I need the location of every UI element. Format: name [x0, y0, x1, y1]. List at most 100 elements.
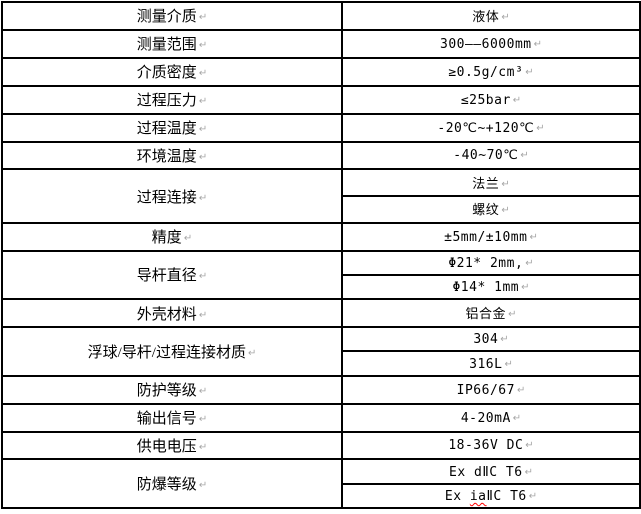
- value-process-temperature: -20℃~+120℃ ↵: [341, 112, 641, 143]
- value-text: -40~70℃: [453, 148, 519, 164]
- value-text: Φ21* 2mm,: [448, 255, 524, 271]
- paragraph-mark-icon: ↵: [528, 490, 538, 502]
- value-text: 304: [473, 332, 499, 348]
- value-text: 螺纹: [472, 203, 500, 219]
- paragraph-mark-icon: ↵: [524, 466, 533, 478]
- paragraph-mark-icon: ↵: [521, 282, 530, 294]
- paragraph-mark-icon: ↵: [198, 192, 208, 204]
- paragraph-mark-icon: ↵: [198, 309, 208, 321]
- value-text: 法兰: [472, 176, 500, 192]
- paragraph-mark-icon: ↵: [525, 440, 534, 452]
- value-process-pressure: ≤25bar ↵: [341, 84, 641, 115]
- paragraph-mark-icon: ↵: [501, 205, 510, 217]
- value-process-connection-thread: 螺纹 ↵: [341, 195, 641, 224]
- label-text: 防爆等级: [136, 477, 197, 494]
- table-row: 测量介质 ↵ 液体 ↵: [1, 1, 641, 31]
- label-text: 浮球/导杆/过程连接材质: [87, 344, 246, 361]
- table-row: 过程压力 ↵ ≤25bar ↵: [1, 84, 641, 115]
- value-medium-density: ≥0.5g/cm³ ↵: [341, 56, 641, 87]
- value-explosion-proof-exd: Ex dⅡC T6 ↵: [341, 458, 641, 485]
- table-row: 输出信号 ↵ 4-20mA ↵: [1, 402, 641, 433]
- paragraph-mark-icon: ↵: [198, 151, 208, 163]
- table-row: 介质密度 ↵ ≥0.5g/cm³ ↵: [1, 56, 641, 87]
- paragraph-mark-icon: ↵: [520, 150, 529, 162]
- paragraph-mark-icon: ↵: [198, 96, 208, 108]
- value-process-connection-flange: 法兰 ↵: [341, 168, 641, 198]
- label-explosion-proof-rating: 防爆等级 ↵: [1, 458, 343, 509]
- value-housing-material: 铝合金 ↵: [341, 298, 641, 329]
- value-text: 316L: [469, 356, 503, 372]
- paragraph-mark-icon: ↵: [516, 384, 526, 396]
- label-measuring-medium: 测量介质 ↵: [1, 1, 343, 31]
- table-row: 316L ↵: [2, 350, 641, 377]
- paragraph-mark-icon: ↵: [533, 38, 542, 50]
- value-protection-rating: IP66/67 ↵: [341, 374, 641, 405]
- paragraph-mark-icon: ↵: [198, 68, 208, 80]
- paragraph-mark-icon: ↵: [198, 480, 208, 492]
- value-text-suffix: ⅡC T6: [486, 488, 527, 504]
- label-text: 输出信号: [136, 411, 197, 428]
- table-row: 防护等级 ↵ IP66/67 ↵: [1, 374, 641, 405]
- value-wetted-material-316l: 316L ↵: [341, 350, 641, 377]
- label-process-temperature: 过程温度 ↵: [1, 112, 343, 143]
- value-text: ±5mm/±10mm: [444, 229, 528, 245]
- label-protection-rating: 防护等级 ↵: [1, 374, 343, 405]
- table-row: 防爆等级 ↵ Ex dⅡC T6 ↵: [1, 458, 641, 509]
- label-text: 介质密度: [136, 65, 197, 82]
- paragraph-mark-icon: ↵: [247, 347, 257, 359]
- label-process-pressure: 过程压力 ↵: [1, 84, 343, 115]
- label-measuring-range: 测量范围 ↵: [1, 28, 343, 59]
- table-row: Φ14* 1mm ↵: [2, 273, 641, 301]
- label-supply-voltage: 供电电压 ↵: [1, 430, 343, 461]
- paragraph-mark-icon: ↵: [183, 233, 193, 245]
- value-supply-voltage: 18-36V DC ↵: [341, 430, 641, 461]
- paragraph-mark-icon: ↵: [508, 309, 517, 321]
- paragraph-mark-icon: ↵: [198, 40, 208, 52]
- label-housing-material: 外壳材料 ↵: [1, 298, 343, 329]
- value-accuracy: ±5mm/±10mm ↵: [341, 221, 641, 252]
- paragraph-mark-icon: ↵: [536, 122, 545, 134]
- value-wetted-material-304: 304 ↵: [341, 326, 641, 353]
- value-ambient-temperature: -40~70℃ ↵: [341, 140, 641, 171]
- label-wetted-material: 浮球/导杆/过程连接材质 ↵: [1, 326, 343, 377]
- value-measuring-range: 300——6000mm ↵: [341, 28, 641, 59]
- table-row: 螺纹 ↵: [2, 195, 641, 224]
- paragraph-mark-icon: ↵: [198, 414, 208, 426]
- value-output-signal: 4-20mA ↵: [341, 402, 641, 433]
- value-text: Ex dⅡC T6: [449, 464, 523, 480]
- table-row: 浮球/导杆/过程连接材质 ↵ 304 ↵: [1, 326, 641, 377]
- table-row: 环境温度 ↵ -40~70℃ ↵: [1, 140, 641, 171]
- label-text: 精度: [151, 230, 182, 247]
- table-row: Ex iaⅡC T6 ↵: [2, 482, 641, 510]
- label-text: 外壳材料: [136, 306, 197, 323]
- table-row: 测量范围 ↵ 300——6000mm ↵: [1, 28, 641, 59]
- label-text: 测量介质: [136, 9, 197, 26]
- label-medium-density: 介质密度 ↵: [1, 56, 343, 87]
- value-guide-rod-diameter-1: Φ21* 2mm, ↵: [341, 249, 641, 276]
- paragraph-mark-icon: ↵: [512, 94, 522, 106]
- label-text: 过程压力: [136, 93, 197, 110]
- label-text: 导杆直径: [136, 268, 197, 285]
- paragraph-mark-icon: ↵: [198, 12, 208, 24]
- label-text: 过程温度: [136, 121, 197, 138]
- table-row: 精度 ↵ ±5mm/±10mm ↵: [1, 221, 641, 252]
- label-text: 测量范围: [136, 37, 197, 54]
- paragraph-mark-icon: ↵: [501, 11, 510, 23]
- misspelled-word: ia: [469, 488, 487, 504]
- value-text: IP66/67: [456, 382, 515, 398]
- paragraph-mark-icon: ↵: [198, 441, 208, 453]
- value-text: 铝合金: [465, 307, 507, 323]
- value-text: 300——6000mm: [440, 36, 532, 52]
- label-process-connection: 过程连接 ↵: [1, 168, 343, 224]
- value-text: -20℃~+120℃: [437, 120, 535, 136]
- value-text: 18-36V DC: [448, 438, 524, 454]
- table-row: 导杆直径 ↵ Φ21* 2mm, ↵: [1, 249, 641, 301]
- value-guide-rod-diameter-2: Φ14* 1mm ↵: [341, 273, 641, 301]
- table-row: 外壳材料 ↵ 铝合金 ↵: [1, 298, 641, 329]
- paragraph-mark-icon: ↵: [198, 271, 208, 283]
- paragraph-mark-icon: ↵: [525, 66, 534, 78]
- label-guide-rod-diameter: 导杆直径 ↵: [1, 249, 343, 301]
- value-text-prefix: Ex: [444, 488, 470, 504]
